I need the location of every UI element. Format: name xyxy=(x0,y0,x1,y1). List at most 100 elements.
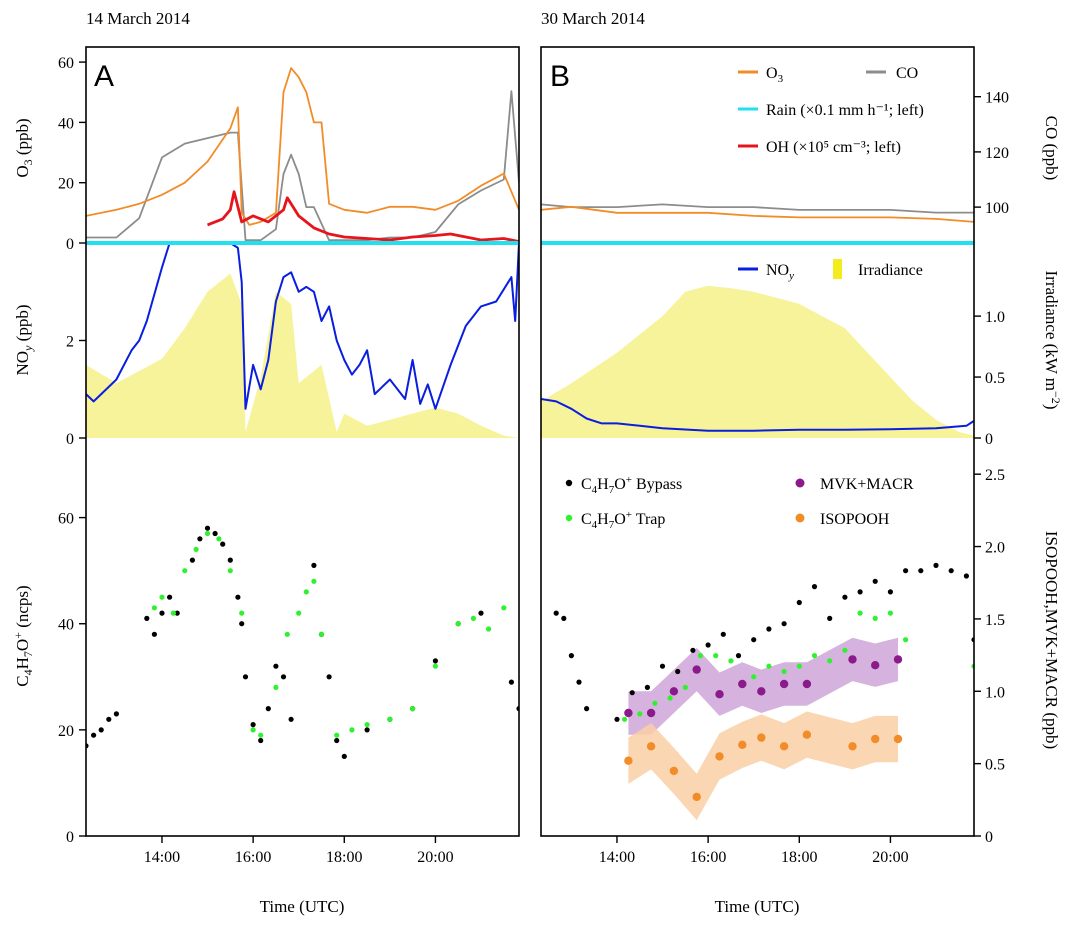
x-tick-label: 14:00 xyxy=(599,849,635,866)
panel-b-data xyxy=(541,203,974,821)
legend-irradiance-label: Irradiance xyxy=(858,262,923,279)
y-tick-label: 0 xyxy=(66,236,74,253)
panel-b-frame xyxy=(540,46,975,837)
y-tick-label: 0 xyxy=(66,431,74,448)
y-axis-label-isopooh-mvk: ISOPOOH,MVK+MACR (ppb) xyxy=(1042,531,1061,749)
trap-point-b xyxy=(697,653,704,659)
co-line-a xyxy=(86,90,519,242)
legend-mvk-label: MVK+MACR xyxy=(820,476,914,493)
x-axis-label-b: Time (UTC) xyxy=(715,897,800,916)
trap-point-a xyxy=(250,727,256,733)
y2-tick-label: 0.5 xyxy=(985,757,1005,774)
trap-point-b xyxy=(667,695,673,701)
y2-tick-label: 1.0 xyxy=(985,309,1005,326)
y2-tick-label: 0.5 xyxy=(985,370,1005,387)
bypass-point-a xyxy=(334,737,340,744)
trap-point-a xyxy=(227,568,233,574)
bypass-point-a xyxy=(311,562,317,569)
trap-point-a xyxy=(258,732,264,738)
trap-point-b xyxy=(682,684,688,691)
bypass-point-b xyxy=(933,562,939,569)
legend-o3-label: O3 xyxy=(766,65,784,85)
x-axis-label-a: Time (UTC) xyxy=(260,897,345,916)
isopooh-point xyxy=(802,730,812,739)
panel-a-letter: A xyxy=(94,60,114,93)
y2-tick-label: 0 xyxy=(985,431,993,448)
bypass-point-a xyxy=(326,674,332,680)
trap-point-b xyxy=(857,610,863,616)
trap-point-a xyxy=(334,732,340,738)
bypass-point-a xyxy=(280,674,287,680)
bypass-point-b xyxy=(811,584,818,590)
isopooh-point xyxy=(848,742,857,751)
legend-bottom: C4H7O+ Bypass C4H7O+ Trap MVK+MACR ISOPO… xyxy=(565,474,914,531)
y-tick-label: 40 xyxy=(58,617,74,634)
bypass-point-b xyxy=(690,647,696,653)
y2-tick-label: 1.0 xyxy=(985,684,1005,701)
panel-b-letter: B xyxy=(550,60,570,93)
bypass-point-a xyxy=(242,674,249,680)
bypass-point-b xyxy=(675,668,681,675)
trap-point-a xyxy=(284,631,290,637)
panel-a-frame xyxy=(85,46,520,837)
trap-point-b xyxy=(842,647,848,653)
bypass-point-a xyxy=(258,737,264,744)
trap-point-b xyxy=(796,663,802,669)
bypass-point-b xyxy=(963,573,970,579)
y-tick-label: 2 xyxy=(66,334,74,351)
trap-point-b xyxy=(637,711,643,717)
trap-point-b xyxy=(766,663,772,669)
mvk-point xyxy=(802,679,812,689)
isopooh-point xyxy=(692,792,701,802)
isopooh-point xyxy=(624,756,633,765)
mvk-point xyxy=(779,679,789,689)
trap-point-b xyxy=(827,658,833,664)
legend-trap-label: C4H7O+ Trap xyxy=(581,509,665,531)
irradiance-area-a xyxy=(86,273,519,438)
y-tick-label: 40 xyxy=(58,115,74,132)
bypass-point-a xyxy=(432,658,438,664)
isopooh-point xyxy=(669,766,679,776)
trap-point-a xyxy=(349,727,355,733)
panel-b-date: 30 March 2014 xyxy=(541,9,645,28)
trap-point-a xyxy=(470,615,476,622)
mvk-point xyxy=(893,655,903,664)
trap-point-a xyxy=(486,626,492,632)
mvk-point xyxy=(669,687,679,696)
x-tick-label: 18:00 xyxy=(781,849,817,866)
y-axis-label-co: CO (ppb) xyxy=(1042,116,1061,181)
bypass-point-b xyxy=(827,615,833,622)
y2-tick-label: 0 xyxy=(985,829,993,846)
bypass-point-a xyxy=(212,530,218,537)
trap-point-b xyxy=(887,610,894,616)
co-line-b xyxy=(541,203,974,214)
y-tick-label: 20 xyxy=(58,176,74,193)
mvk-point xyxy=(848,655,857,664)
y-axis-label-irradiance: Irradiance (kW m−2) xyxy=(1042,271,1063,410)
trap-point-b xyxy=(903,637,909,643)
axis-ticks: 14:00 16:00 18:00 20:00 14:00 16:00 18:00 20:00… xyxy=(58,55,1009,866)
y-tick-label: 20 xyxy=(58,723,74,740)
legend-co-label: CO xyxy=(896,65,918,82)
o3-line-b xyxy=(541,205,974,223)
bypass-point-b xyxy=(872,578,878,584)
bypass-point-a xyxy=(273,663,279,669)
mvk-point xyxy=(757,687,766,696)
bypass-point-a xyxy=(364,727,370,733)
bypass-point-b xyxy=(629,690,635,696)
y2-tick-label: 100 xyxy=(985,200,1009,217)
bypass-point-a xyxy=(174,610,180,616)
bypass-point-b xyxy=(644,684,651,691)
legend-rain-label: Rain (×0.1 mm h⁻¹; left) xyxy=(766,102,924,119)
trap-point-a xyxy=(303,589,309,595)
trap-point-a xyxy=(216,536,222,542)
mvk-point xyxy=(646,708,656,718)
trap-point-b xyxy=(751,674,757,680)
bypass-point-b xyxy=(720,631,726,637)
bypass-point-b xyxy=(948,568,954,574)
isopooh-point xyxy=(715,752,724,761)
bypass-point-b xyxy=(918,568,924,574)
trap-point-b xyxy=(652,700,658,706)
trap-point-a xyxy=(273,684,279,691)
